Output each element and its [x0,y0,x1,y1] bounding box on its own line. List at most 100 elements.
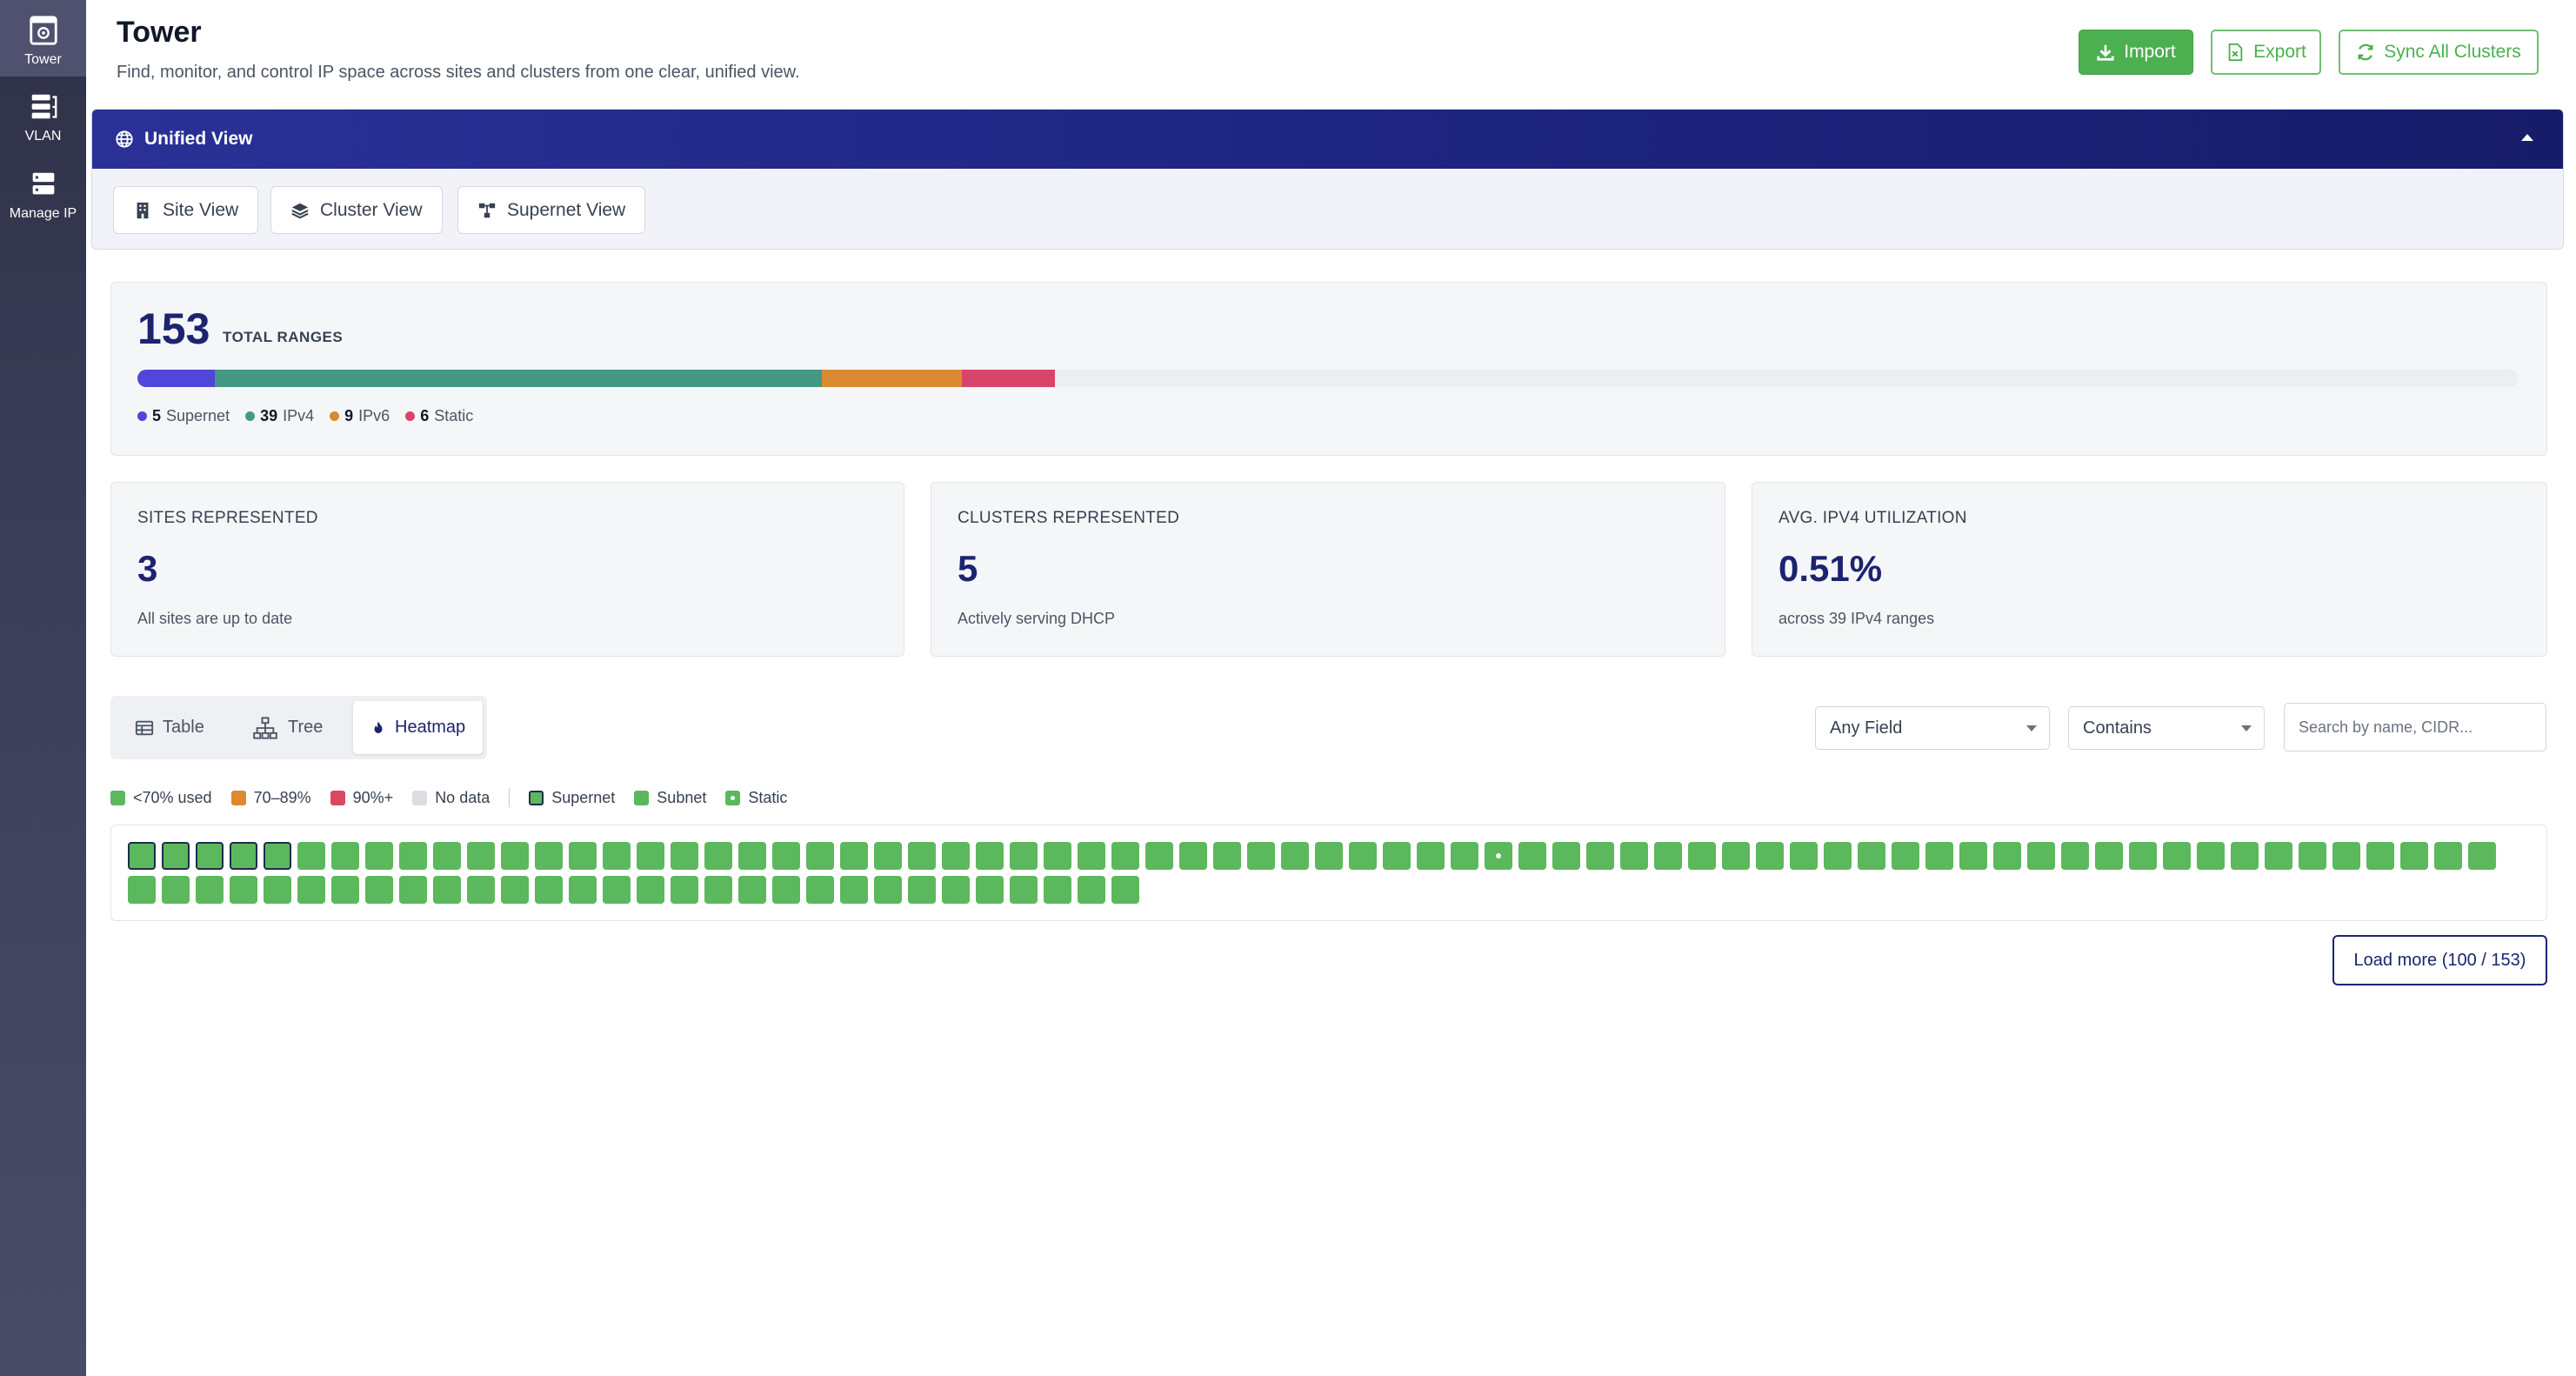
heatmap-cell[interactable] [128,842,156,870]
heatmap-cell[interactable] [1485,842,1512,870]
heatmap-cell[interactable] [365,842,393,870]
field-select[interactable]: Any Field [1815,706,2050,750]
heatmap-cell[interactable] [1756,842,1784,870]
heatmap-cell[interactable] [738,842,766,870]
heatmap-cell[interactable] [2299,842,2326,870]
heatmap-cell[interactable] [2163,842,2191,870]
heatmap-cell[interactable] [264,876,291,904]
heatmap-cell[interactable] [1179,842,1207,870]
heatmap-cell[interactable] [976,842,1004,870]
heatmap-cell[interactable] [128,876,156,904]
heatmap-cell[interactable] [1247,842,1275,870]
heatmap-cell[interactable] [1892,842,1919,870]
heatmap-cell[interactable] [1451,842,1478,870]
heatmap-cell[interactable] [1993,842,2021,870]
sidebar-item-vlan[interactable]: VLAN [0,90,86,144]
heatmap-cell[interactable] [2197,842,2225,870]
heatmap-cell[interactable] [976,876,1004,904]
heatmap-cell[interactable] [2095,842,2123,870]
heatmap-cell[interactable] [230,876,257,904]
heatmap-cell[interactable] [230,842,257,870]
heatmap-cell[interactable] [704,842,732,870]
heatmap-cell[interactable] [1654,842,1682,870]
heatmap-cell[interactable] [637,876,664,904]
heatmap-cell[interactable] [671,876,698,904]
heatmap-cell[interactable] [162,842,190,870]
heatmap-cell[interactable] [1790,842,1818,870]
heatmap-cell[interactable] [297,842,325,870]
heatmap-cell[interactable] [1078,842,1105,870]
heatmap-cell[interactable] [874,876,902,904]
heatmap-cell[interactable] [1722,842,1750,870]
supernet-view-button[interactable]: Supernet View [457,186,646,234]
heatmap-cell[interactable] [569,842,597,870]
search-input[interactable] [2284,703,2546,751]
heatmap-cell[interactable] [365,876,393,904]
export-button[interactable]: Export [2211,30,2321,75]
heatmap-cell[interactable] [908,876,936,904]
heatmap-cell[interactable] [603,876,631,904]
heatmap-cell[interactable] [772,842,800,870]
heatmap-cell[interactable] [908,842,936,870]
heatmap-cell[interactable] [1213,842,1241,870]
heatmap-cell[interactable] [2468,842,2496,870]
heatmap-cell[interactable] [162,876,190,904]
heatmap-cell[interactable] [671,842,698,870]
load-more-button[interactable]: Load more (100 / 153) [2332,935,2547,985]
heatmap-cell[interactable] [1688,842,1716,870]
heatmap-cell[interactable] [1078,876,1105,904]
heatmap-cell[interactable] [501,876,529,904]
heatmap-cell[interactable] [331,842,359,870]
heatmap-cell[interactable] [2366,842,2394,870]
tab-heatmap[interactable]: Heatmap [353,701,484,754]
heatmap-cell[interactable] [467,876,495,904]
operator-select[interactable]: Contains [2068,706,2265,750]
sync-all-clusters-button[interactable]: Sync All Clusters [2339,30,2539,75]
tab-table[interactable]: Table [117,701,222,754]
heatmap-cell[interactable] [297,876,325,904]
heatmap-cell[interactable] [433,876,461,904]
heatmap-cell[interactable] [840,876,868,904]
heatmap-cell[interactable] [535,842,563,870]
heatmap-cell[interactable] [501,842,529,870]
heatmap-cell[interactable] [1552,842,1580,870]
heatmap-cell[interactable] [433,842,461,870]
heatmap-cell[interactable] [2061,842,2089,870]
heatmap-cell[interactable] [196,876,224,904]
heatmap-cell[interactable] [1145,842,1173,870]
collapse-icon[interactable] [2521,134,2533,141]
heatmap-cell[interactable] [467,842,495,870]
heatmap-cell[interactable] [1010,876,1038,904]
heatmap-cell[interactable] [806,842,834,870]
heatmap-cell[interactable] [942,842,970,870]
heatmap-cell[interactable] [1620,842,1648,870]
tab-tree[interactable]: Tree [234,701,340,754]
heatmap-cell[interactable] [399,876,427,904]
heatmap-cell[interactable] [2400,842,2428,870]
heatmap-cell[interactable] [1518,842,1546,870]
heatmap-cell[interactable] [806,876,834,904]
heatmap-cell[interactable] [1010,842,1038,870]
heatmap-cell[interactable] [1315,842,1343,870]
heatmap-cell[interactable] [2129,842,2157,870]
heatmap-cell[interactable] [603,842,631,870]
heatmap-cell[interactable] [264,842,291,870]
heatmap-cell[interactable] [1925,842,1953,870]
heatmap-cell[interactable] [535,876,563,904]
heatmap-cell[interactable] [1111,876,1139,904]
heatmap-cell[interactable] [1111,842,1139,870]
heatmap-cell[interactable] [1349,842,1377,870]
heatmap-cell[interactable] [1959,842,1987,870]
heatmap-cell[interactable] [1383,842,1411,870]
heatmap-cell[interactable] [1586,842,1614,870]
heatmap-cell[interactable] [637,842,664,870]
heatmap-cell[interactable] [2027,842,2055,870]
heatmap-cell[interactable] [704,876,732,904]
heatmap-cell[interactable] [1824,842,1852,870]
cluster-view-button[interactable]: Cluster View [270,186,443,234]
heatmap-cell[interactable] [1044,876,1071,904]
heatmap-cell[interactable] [1281,842,1309,870]
heatmap-cell[interactable] [1417,842,1445,870]
heatmap-cell[interactable] [1044,842,1071,870]
heatmap-cell[interactable] [399,842,427,870]
